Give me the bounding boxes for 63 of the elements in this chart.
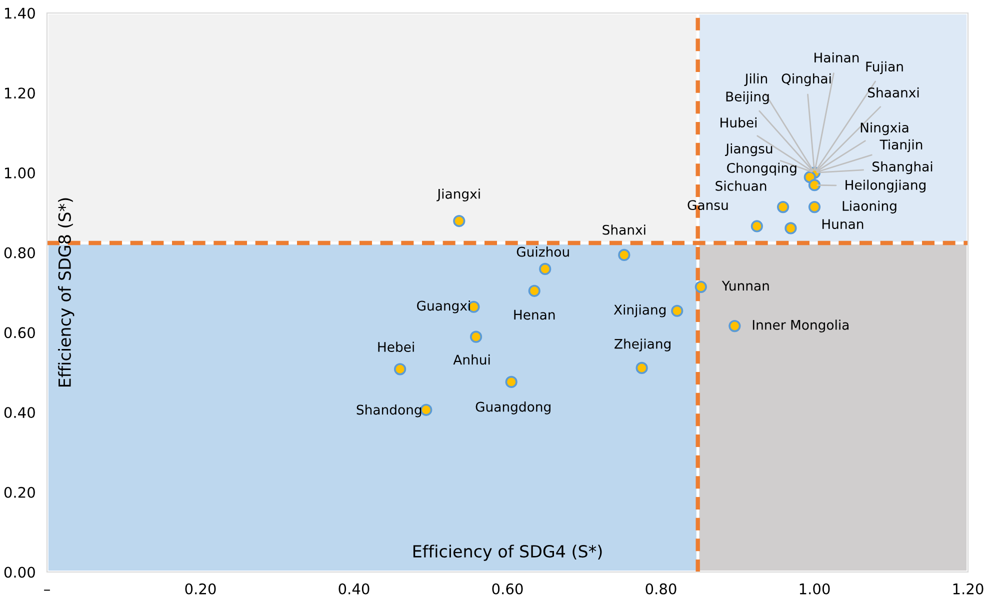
point bbox=[453, 214, 466, 228]
point bbox=[505, 376, 518, 388]
annotation: Ningxia bbox=[860, 122, 908, 136]
x-tick-label: 1.20 bbox=[953, 583, 984, 594]
annotation: Jilin bbox=[744, 73, 768, 86]
y-tick-label: 1.20 bbox=[5, 88, 35, 99]
x-tick-label: 0.80 bbox=[646, 583, 676, 594]
point bbox=[694, 280, 707, 293]
annotation: Sichuan bbox=[716, 180, 766, 191]
annotation: Henan bbox=[514, 310, 555, 320]
x-tick-label: 0.40 bbox=[338, 583, 370, 594]
point bbox=[728, 320, 741, 332]
annotation: Shandong bbox=[356, 404, 422, 418]
x-tick-label: 1.00 bbox=[800, 583, 830, 594]
annotation: Guangdong bbox=[476, 402, 550, 414]
y-tick-label: 0.00 bbox=[4, 566, 35, 578]
annotation: Guizhou bbox=[516, 246, 569, 257]
x-axis-title: Efficiency of SDG4 (S*) bbox=[413, 544, 602, 561]
annotation: Zhejiang bbox=[614, 338, 670, 352]
y-tick-label: 1.00 bbox=[5, 167, 35, 178]
annotation: Beijing bbox=[726, 91, 769, 104]
annotation: Yunnan bbox=[722, 280, 769, 291]
annotation: Hubei bbox=[720, 117, 756, 128]
annotation: Shaanxi bbox=[868, 87, 919, 98]
point bbox=[671, 304, 684, 317]
annotation: Shanxi bbox=[602, 224, 646, 235]
annotation: Inner Mongolia bbox=[752, 320, 848, 332]
annotation: Chongqing bbox=[727, 162, 796, 176]
x-tick-label: 0.20 bbox=[185, 583, 216, 594]
annotation: Qinghai bbox=[782, 73, 831, 86]
point bbox=[750, 220, 763, 232]
point bbox=[808, 179, 821, 192]
point bbox=[808, 201, 821, 214]
point bbox=[528, 284, 540, 297]
annotation: Liaoning bbox=[842, 200, 896, 214]
x-tick-label: – bbox=[44, 590, 50, 591]
annotation: Guangxi bbox=[417, 300, 470, 314]
point bbox=[539, 262, 552, 275]
y-tick-label: 0.20 bbox=[4, 486, 35, 498]
point bbox=[776, 201, 790, 214]
point bbox=[470, 330, 482, 343]
y-tick-label: 1.40 bbox=[5, 8, 35, 19]
annotation: Shanghai bbox=[872, 161, 932, 174]
annotation: Jiangxi bbox=[436, 188, 480, 202]
point bbox=[784, 222, 797, 234]
x-tick-label: 0.60 bbox=[492, 583, 523, 594]
annotation: Hebei bbox=[378, 342, 414, 352]
y-axis-title: Efficiency of SDG8 (S*) bbox=[58, 198, 74, 387]
annotation: Hunan bbox=[822, 219, 864, 230]
annotation: Fujian bbox=[866, 61, 903, 74]
point bbox=[618, 248, 630, 262]
annotation: Hainan bbox=[814, 52, 859, 63]
annotation: Jiangsu bbox=[725, 143, 772, 156]
point bbox=[394, 363, 406, 376]
point bbox=[636, 362, 648, 374]
annotation: Tianjin bbox=[880, 139, 922, 152]
annotation: Anhui bbox=[453, 354, 490, 365]
y-tick-label: 0.40 bbox=[4, 407, 35, 418]
y-tick-label: 0.80 bbox=[4, 247, 35, 258]
y-tick-label: 0.60 bbox=[4, 327, 35, 338]
annotation: Gansu bbox=[688, 200, 728, 210]
annotation: Xinjiang bbox=[614, 304, 666, 318]
annotation: Heilongjiang bbox=[846, 180, 926, 192]
